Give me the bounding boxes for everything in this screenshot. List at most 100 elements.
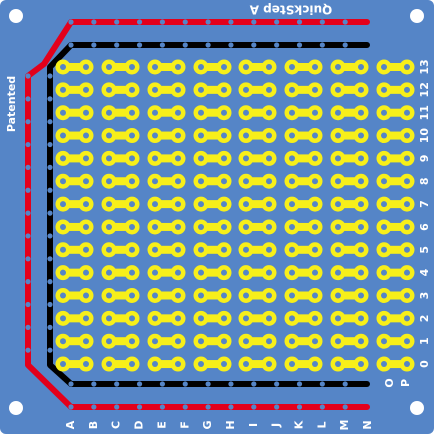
pad-bridge [292, 154, 315, 163]
pad-hole [175, 361, 181, 368]
pad-bridge [384, 291, 407, 300]
pad-hole [335, 178, 341, 185]
pad-hole [175, 109, 181, 116]
pad-bridge [201, 314, 224, 323]
pad-bridge [63, 85, 86, 94]
pad-pair [330, 150, 369, 166]
pad-bridge [246, 131, 269, 140]
pad-bridge [246, 245, 269, 254]
pad-hole [404, 109, 410, 116]
pad-hole [312, 361, 318, 368]
rail-hole [159, 381, 165, 387]
pad-bridge [338, 291, 361, 300]
pad-hole [312, 223, 318, 230]
rail-hole [47, 256, 53, 262]
rail-hole [251, 19, 257, 25]
pad-hole [129, 155, 135, 162]
rail-hole [114, 42, 120, 48]
pad-pair [147, 219, 186, 235]
pad-pair [193, 288, 232, 303]
pad-pair [101, 196, 140, 212]
pad-pair [101, 310, 140, 326]
pad-hole [221, 201, 227, 208]
pad-hole [243, 201, 249, 208]
pad-hole [404, 64, 410, 70]
pad-pair [193, 356, 232, 372]
pad-hole [221, 178, 227, 185]
column-label: C [110, 421, 123, 429]
pad-hole [106, 338, 112, 345]
pad-hole [243, 109, 249, 116]
pad-hole [358, 315, 364, 322]
pad-pair [284, 356, 323, 372]
pad-hole [243, 223, 249, 230]
pad-grid [55, 59, 415, 372]
rail-hole [159, 19, 165, 25]
ground-rail [47, 42, 370, 387]
pad-bridge [338, 131, 361, 140]
pad-bridge [292, 85, 315, 94]
pad-hole [152, 223, 158, 230]
pad-bridge [338, 200, 361, 209]
pad-bridge [246, 63, 269, 71]
rail-hole [25, 141, 31, 148]
rail-hole [68, 19, 74, 25]
row-label: 12 [418, 82, 431, 97]
mounting-hole-bottom-left [9, 401, 23, 415]
pad-pair [101, 128, 140, 144]
pad-bridge [155, 200, 178, 209]
pad-pair [147, 333, 186, 349]
pad-hole [152, 109, 158, 116]
pad-bridge [338, 222, 361, 231]
pad-pair [147, 310, 186, 326]
pad-pair [284, 242, 323, 258]
rail-hole [47, 96, 53, 102]
pad-hole [152, 292, 158, 299]
column-labels: A B C D E F G H I J K L M N [64, 420, 374, 431]
column-label: E [155, 421, 168, 429]
rail-hole [319, 404, 325, 410]
pad-pair [238, 356, 277, 372]
pad-pair [376, 356, 415, 372]
pad-hole [289, 292, 295, 299]
pad-pair [330, 173, 369, 189]
pad-bridge [155, 337, 178, 346]
pad-bridge [155, 131, 178, 140]
pad-hole [243, 292, 249, 299]
pad-bridge [201, 360, 224, 369]
column-label: K [293, 420, 306, 429]
pad-bridge [384, 360, 407, 369]
pad-hole [60, 109, 66, 116]
pad-hole [381, 269, 387, 276]
pad-hole [129, 64, 135, 70]
pad-bridge [384, 200, 407, 209]
pad-hole [266, 361, 272, 368]
rail-hole [274, 42, 280, 48]
pad-hole [198, 155, 204, 162]
pad-hole [335, 292, 341, 299]
pad-pair [284, 173, 323, 189]
rail-hole [342, 404, 348, 410]
pad-hole [198, 338, 204, 345]
pad-bridge [109, 131, 132, 140]
rail-hole [296, 19, 303, 25]
pad-hole [358, 178, 364, 185]
pad-bridge [384, 63, 407, 71]
pad-pair [238, 128, 277, 144]
row-label: 0 [418, 360, 431, 368]
pad-hole [198, 64, 204, 70]
pad-hole [198, 201, 204, 208]
pad-pair [238, 288, 277, 303]
pad-pair [238, 265, 277, 281]
rail-hole [47, 210, 53, 216]
pad-bridge [201, 268, 224, 277]
pad-hole [175, 315, 181, 322]
row-label: 13 [418, 59, 431, 74]
pad-pair [101, 265, 140, 281]
pad-hole [198, 132, 204, 139]
pad-pair [330, 105, 369, 121]
rail-hole [274, 381, 280, 387]
pad-bridge [384, 108, 407, 117]
pad-bridge [292, 108, 315, 117]
pad-bridge [155, 245, 178, 254]
